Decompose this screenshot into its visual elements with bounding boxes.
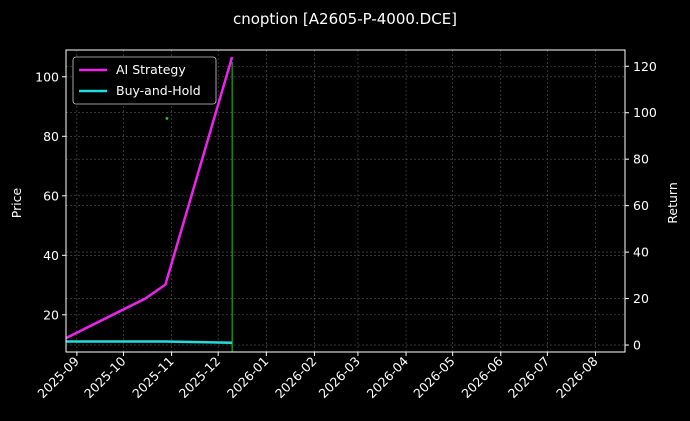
right-axis-label: Return (665, 182, 680, 223)
chart-title: cnoption [A2605-P-4000.DCE] (233, 10, 457, 28)
right-y-tick-label: 40 (633, 245, 649, 260)
buy-and-hold-line (66, 340, 233, 344)
series-layer (65, 56, 234, 352)
right-y-tick-label: 80 (633, 152, 649, 167)
right-y-tick-label: 20 (633, 291, 649, 306)
legend-box (72, 56, 217, 105)
left-y-tick-label: 40 (43, 248, 59, 263)
ai-strategy-line (65, 56, 234, 340)
right-y-tick-label: 100 (633, 105, 657, 120)
left-y-tick-label: 80 (43, 129, 59, 144)
plot-frame (65, 49, 626, 353)
right-y-tick-label: 120 (633, 59, 657, 74)
right-y-tick-label: 60 (633, 198, 649, 213)
right-y-axis: 0 20 40 60 80 100 120 (625, 59, 657, 353)
legend-label-buy-and-hold: Buy-and-Hold (116, 83, 201, 98)
left-y-tick-label: 100 (35, 69, 59, 84)
right-y-tick-label: 0 (633, 338, 641, 353)
legend-label-ai-strategy: AI Strategy (116, 62, 186, 77)
legend: AI Strategy Buy-and-Hold (72, 56, 217, 105)
left-axis-label: Price (9, 187, 24, 218)
signal-marker-dot (165, 117, 169, 120)
grid-layer (66, 50, 625, 352)
left-y-tick-label: 60 (43, 188, 59, 203)
left-y-tick-label: 20 (43, 307, 59, 322)
left-y-axis: 20 40 60 80 100 (35, 69, 66, 322)
